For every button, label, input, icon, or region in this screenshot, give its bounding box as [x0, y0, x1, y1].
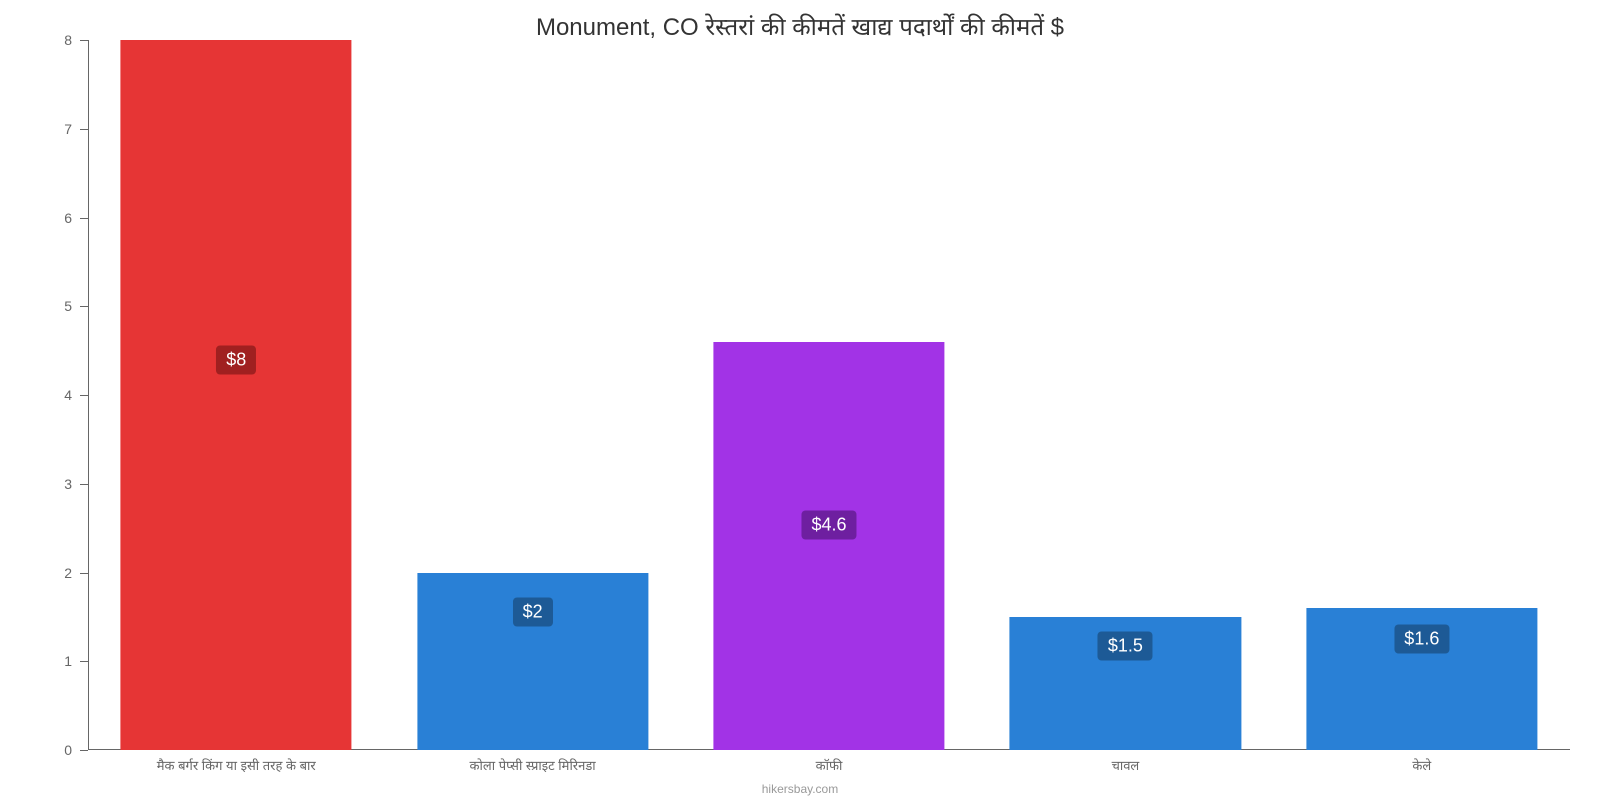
y-tick-mark — [80, 750, 88, 751]
y-tick-label: 4 — [64, 387, 72, 403]
bar-group: $1.5चावल — [977, 40, 1273, 750]
y-tick-label: 7 — [64, 121, 72, 137]
bar-group: $2कोला पेप्सी स्प्राइट मिरिनडा — [384, 40, 680, 750]
bar-group: $4.6कॉफी — [681, 40, 977, 750]
y-tick-label: 1 — [64, 653, 72, 669]
x-tick-label: केले — [1412, 756, 1431, 774]
y-tick-label: 2 — [64, 565, 72, 581]
y-tick-label: 3 — [64, 476, 72, 492]
y-tick-mark — [80, 129, 88, 130]
y-tick-label: 5 — [64, 298, 72, 314]
y-tick-label: 6 — [64, 210, 72, 226]
y-tick-mark — [80, 661, 88, 662]
bar-value-label: $4.6 — [801, 511, 856, 540]
y-tick-label: 0 — [64, 742, 72, 758]
x-tick-label: मैक बर्गर किंग या इसी तरह के बार — [157, 756, 316, 774]
y-tick-mark — [80, 40, 88, 41]
y-axis: 012345678 — [50, 40, 80, 750]
y-tick-mark — [80, 306, 88, 307]
bar — [713, 342, 944, 750]
plot-area: 012345678 $8मैक बर्गर किंग या इसी तरह के… — [50, 40, 1570, 750]
bar-group: $1.6केले — [1274, 40, 1570, 750]
bar-value-label: $2 — [513, 597, 553, 626]
y-tick-mark — [80, 484, 88, 485]
bar-group: $8मैक बर्गर किंग या इसी तरह के बार — [88, 40, 384, 750]
bars-area: $8मैक बर्गर किंग या इसी तरह के बार$2कोला… — [88, 40, 1570, 750]
bar — [121, 40, 352, 750]
bar-value-label: $1.5 — [1098, 632, 1153, 661]
x-tick-label: कॉफी — [816, 756, 843, 774]
bar-value-label: $1.6 — [1394, 625, 1449, 654]
attribution: hikersbay.com — [762, 782, 838, 796]
y-tick-mark — [80, 395, 88, 396]
chart-title: Monument, CO रेस्तरां की कीमतें खाद्य पद… — [0, 0, 1600, 43]
y-tick-mark — [80, 573, 88, 574]
y-tick-label: 8 — [64, 32, 72, 48]
bar-value-label: $8 — [216, 345, 256, 374]
chart-container: Monument, CO रेस्तरां की कीमतें खाद्य पद… — [0, 0, 1600, 800]
x-tick-label: कोला पेप्सी स्प्राइट मिरिनडा — [470, 756, 596, 774]
x-tick-label: चावल — [1112, 756, 1140, 774]
y-tick-mark — [80, 218, 88, 219]
